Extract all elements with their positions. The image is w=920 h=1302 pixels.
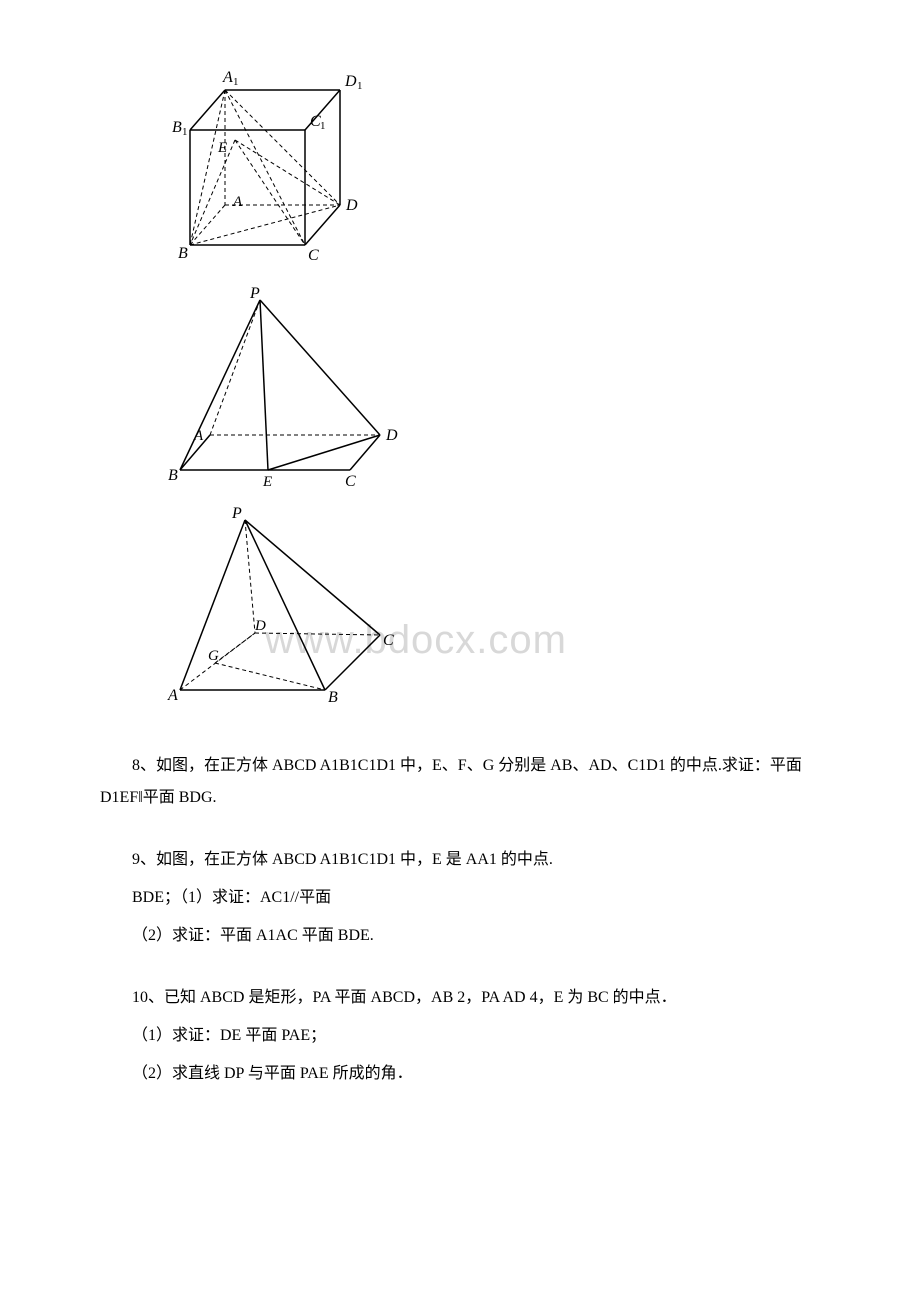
figure-cube: A1 D1 B1 C1 E A D B C (150, 60, 820, 270)
svg-text:1: 1 (357, 80, 363, 92)
problem-10-line1: （1）求证：DE 平面 PAE； (100, 1020, 820, 1052)
label-A: A (232, 194, 243, 210)
page-content: A1 D1 B1 C1 E A D B C P A D B E (0, 0, 920, 1150)
label-B3: B (328, 689, 338, 706)
label-C2: C (345, 473, 356, 490)
problem-9-line2: （2）求证：平面 A1AC 平面 BDE. (100, 920, 820, 952)
problem-8: 8、如图，在正方体 ABCD A1B1C1D1 中，E、F、G 分别是 AB、A… (100, 750, 820, 814)
label-C: C (308, 247, 319, 264)
label-A3: A (167, 687, 178, 704)
label-G: G (208, 648, 219, 664)
label-E2: E (262, 474, 272, 490)
label-D1: D (344, 73, 357, 90)
svg-text:1: 1 (320, 120, 326, 132)
figure-pyramid1: P A D B E C (150, 280, 820, 490)
figure-pyramid2: P D C G A B (150, 500, 820, 710)
label-D2: D (385, 427, 398, 444)
svg-text:1: 1 (233, 76, 239, 88)
label-B1: B (172, 119, 182, 136)
label-D3: D (254, 618, 266, 634)
label-D: D (345, 197, 358, 214)
label-A1: A (222, 69, 233, 86)
problem-9-title: 9、如图，在正方体 ABCD A1B1C1D1 中，E 是 AA1 的中点. (100, 844, 820, 876)
label-A2: A (193, 428, 204, 444)
problem-9-line1: BDE；（1）求证：AC1//平面 (100, 882, 820, 914)
label-P2: P (231, 505, 242, 522)
label-B: B (178, 245, 188, 262)
label-E: E (217, 140, 227, 156)
label-P: P (249, 285, 260, 302)
label-B2: B (168, 467, 178, 484)
problem-10-line2: （2）求直线 DP 与平面 PAE 所成的角． (100, 1058, 820, 1090)
label-C3: C (383, 632, 394, 649)
svg-text:1: 1 (182, 126, 188, 138)
problem-10-title: 10、已知 ABCD 是矩形，PA 平面 ABCD，AB 2，PA AD 4，E… (100, 982, 820, 1014)
